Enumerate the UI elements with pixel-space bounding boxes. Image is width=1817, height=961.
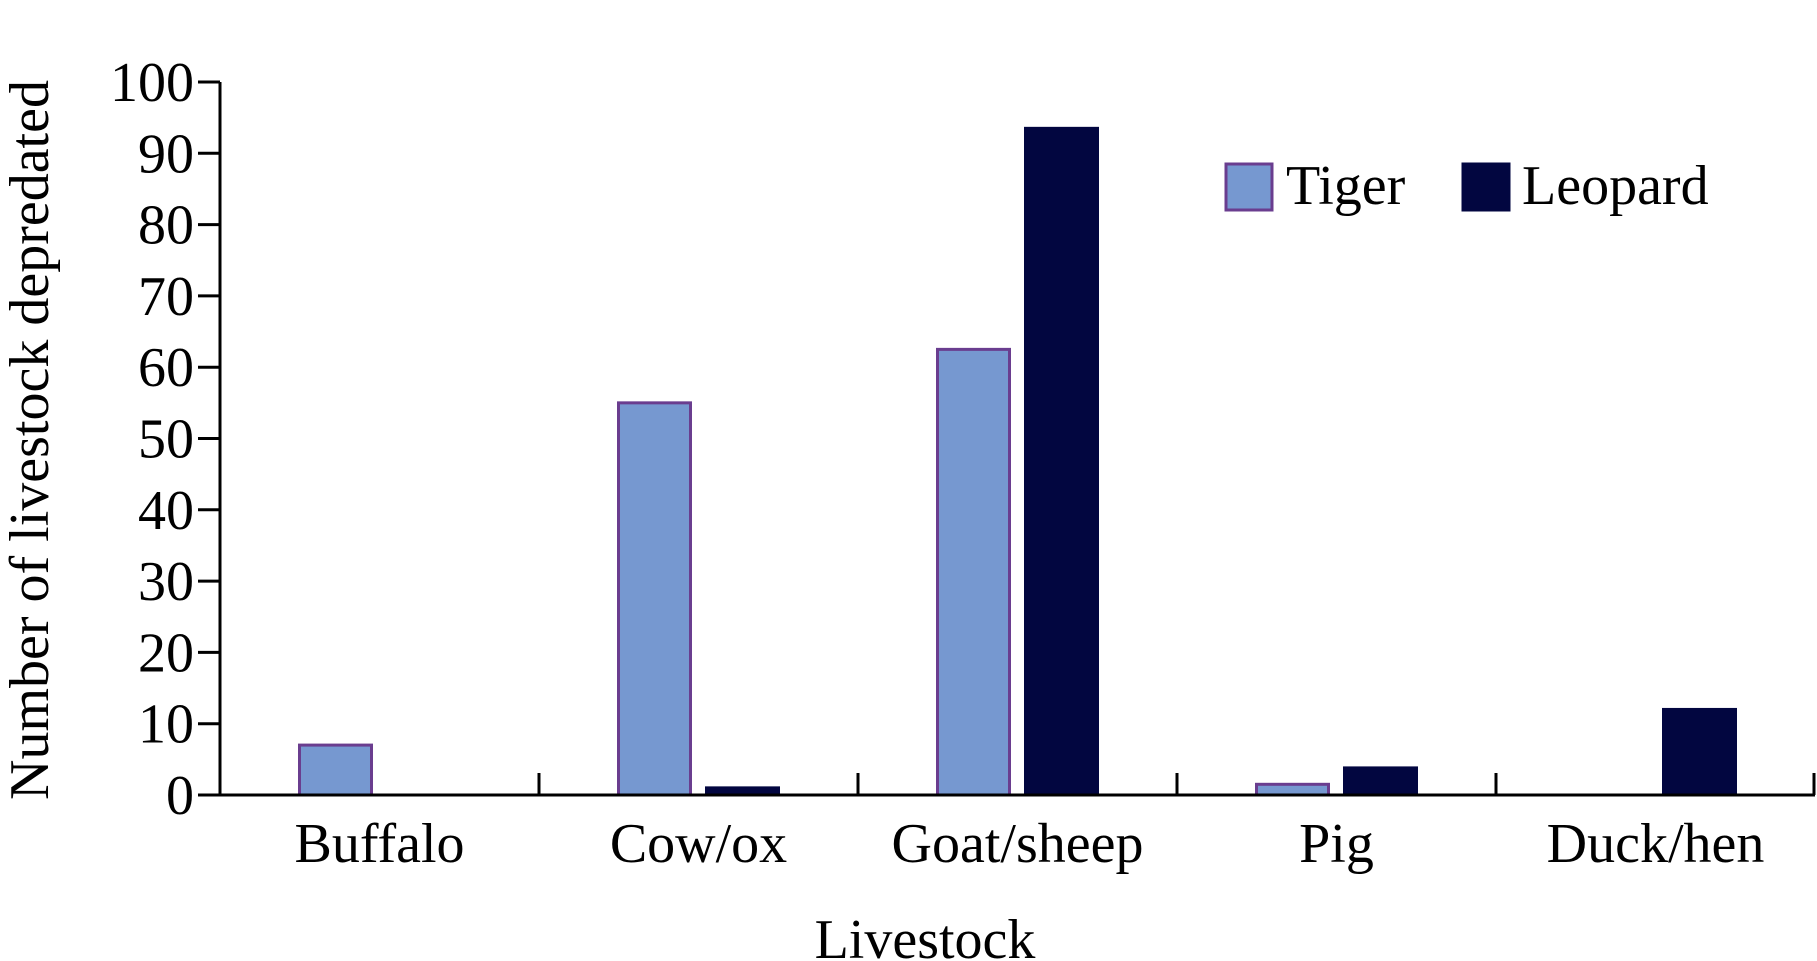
y-tick-label: 60 [138, 337, 194, 399]
y-tick-label: 40 [138, 480, 194, 542]
bar-tiger-buffalo [298, 743, 373, 797]
y-tick-label: 0 [166, 765, 194, 827]
legend-swatch-tiger [1224, 162, 1274, 212]
bar-leopard-duck-hen [1662, 707, 1737, 797]
x-axis-title: Livestock [815, 909, 1036, 961]
bar-leopard-pig [1343, 766, 1418, 797]
y-tick-label: 80 [138, 195, 194, 257]
legend-label-tiger: Tiger [1286, 155, 1406, 217]
y-tick-label: 70 [138, 266, 194, 328]
bar-tiger-goat-sheep [936, 347, 1011, 797]
x-tick-label: Pig [1299, 813, 1374, 875]
legend-swatch-leopard [1461, 162, 1511, 212]
y-tick-label: 30 [138, 551, 194, 613]
x-ticks-group: Buffalo Cow/ox Goat/sheep Pig Duck/hen [294, 773, 1816, 875]
y-tick-label: 20 [138, 622, 194, 684]
legend: Tiger Leopard [1224, 155, 1709, 217]
bar-tiger-cow-ox [617, 401, 692, 797]
y-axis-title: Number of livestock depredated [0, 80, 61, 800]
y-tick-label: 10 [138, 694, 194, 756]
y-tick-label: 50 [138, 409, 194, 471]
bar-leopard-goat-sheep [1024, 126, 1099, 797]
x-tick-label: Goat/sheep [892, 813, 1144, 875]
x-tick-label: Duck/hen [1547, 813, 1765, 875]
legend-label-leopard: Leopard [1522, 155, 1709, 217]
y-ticks-group: 0 10 20 30 40 50 60 70 80 90 100 [110, 52, 220, 827]
y-tick-label: 100 [110, 52, 194, 114]
x-tick-label: Cow/ox [610, 813, 787, 875]
x-tick-label: Buffalo [294, 813, 464, 875]
bar-tiger-pig [1255, 782, 1330, 797]
bars-group [298, 126, 1737, 797]
y-tick-label: 90 [138, 123, 194, 185]
